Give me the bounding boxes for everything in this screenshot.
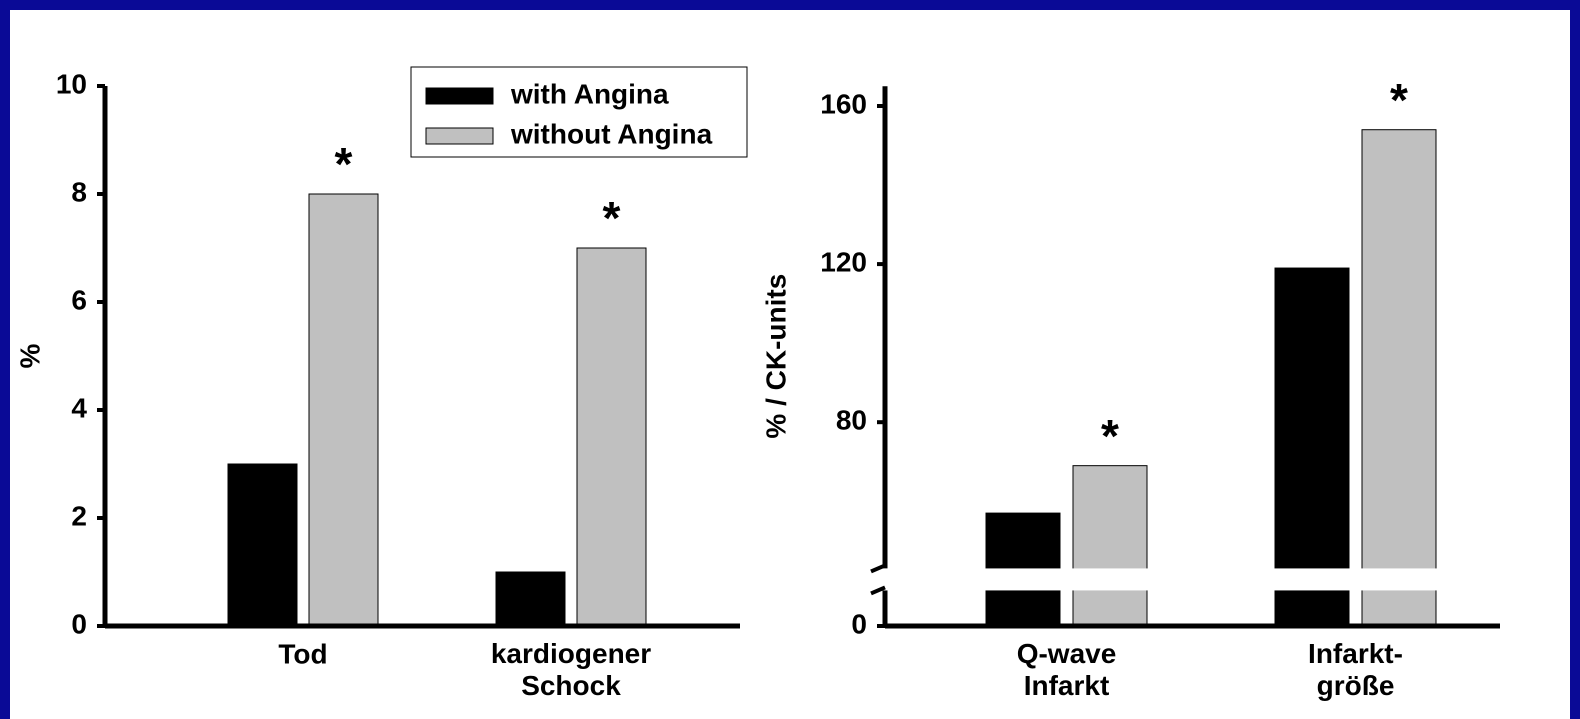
y-tick-label: 10: [56, 68, 87, 99]
y-tick-label: 4: [71, 392, 87, 423]
y-tick-label: 2: [71, 500, 87, 531]
annotation: *: [1101, 410, 1119, 462]
x-tick-label: Tod: [278, 638, 327, 669]
legend-label: with Angina: [510, 78, 669, 109]
annotation: *: [335, 138, 353, 190]
bar: [576, 247, 647, 627]
y-tick-label: 0: [851, 608, 867, 639]
bar: [1274, 267, 1350, 627]
legend-swatch: [425, 127, 494, 145]
bar: [1072, 465, 1148, 627]
annotation: *: [1390, 74, 1408, 126]
bar: [308, 193, 379, 627]
axis-break: [865, 568, 1490, 591]
legend-swatch: [425, 87, 494, 105]
bar: [1361, 129, 1437, 627]
x-tick-label: Q-wave Infarkt: [1017, 638, 1117, 701]
y-axis-label: %: [14, 343, 45, 368]
y-tick-label: 120: [820, 246, 867, 277]
y-tick-label: 160: [820, 88, 867, 119]
y-tick-label: 80: [836, 405, 867, 436]
annotation: *: [603, 192, 621, 244]
y-tick-label: 0: [71, 608, 87, 639]
bar: [495, 571, 566, 627]
y-tick-label: 6: [71, 284, 87, 315]
y-tick-label: 8: [71, 176, 87, 207]
x-tick-label: kardiogener Schock: [491, 638, 651, 701]
y-axis-label: % / CK-units: [760, 274, 791, 439]
x-tick-label: Infarkt-größe: [1308, 638, 1403, 701]
legend-label: without Angina: [510, 118, 713, 149]
bar: [227, 463, 298, 627]
axis-break-mark: [870, 585, 886, 596]
